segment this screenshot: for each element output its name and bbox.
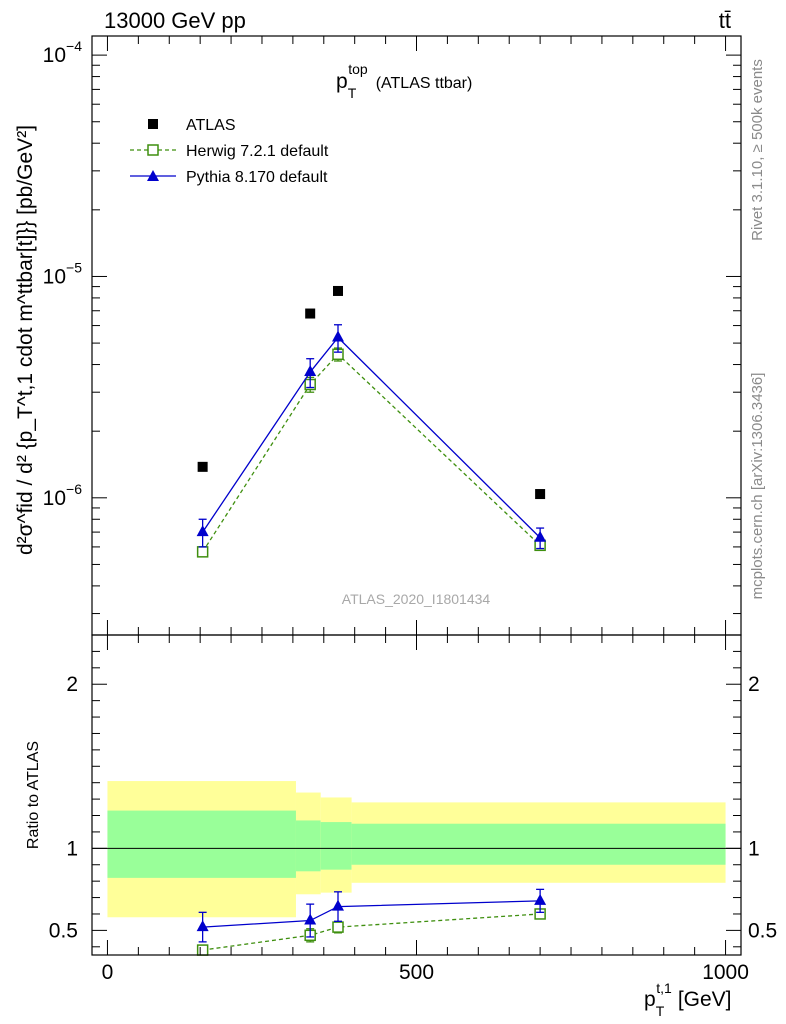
data-point-pythia [304,365,317,377]
legend-label-herwig: Herwig 7.2.1 default [186,143,329,160]
ratio-panel: 2 2 1 1 0.5 0.5 0 500 1000 Ratio to ATLAS pTt,1 [… [25,634,777,1019]
main-y-tick-label: 10−6 [43,481,83,510]
main-axis-ticks: 10−410−510−6 [43,36,741,635]
process-label: tt̄ [719,8,731,33]
uncertainty-band-inner [320,822,352,870]
ratio-y-tick-label-left: 1 [66,837,78,860]
ratio-y-tick-label-right: 0.5 [748,919,777,942]
ratio-y-tick-label-left: 2 [66,673,78,696]
ratio-y-tick-label-left: 0.5 [49,919,78,942]
analysis-watermark: ATLAS_2020_I1801434 [342,591,491,607]
x-tick-label: 0 [102,961,114,984]
energy-label: 13000 GeV pp [104,8,246,33]
ratio-axis-ticks: 2 2 1 1 0.5 0.5 0 500 1000 [49,635,777,984]
main-y-tick-label: 10−5 [43,259,83,288]
x-axis-title-sub: T [656,1003,665,1019]
x-tick-label: 500 [399,961,434,984]
uncertainty-band-inner [107,810,296,878]
series-line-2 [202,336,541,539]
rivet-label: Rivet 3.1.10, ≥ 500k events [749,59,766,241]
mcplots-label: mcplots.cern.ch [arXiv:1306.3436] [749,373,766,600]
x-axis-title-rest: [GeV] [678,988,732,1011]
main-y-tick-base: 10 [43,44,66,67]
legend-marker-atlas [148,119,158,129]
data-point-herwig [196,546,209,558]
main-title-p: p [336,70,348,93]
ratio-line-0 [202,913,541,951]
ratio-line-1 [202,900,541,928]
ratio-point-pythia [332,899,345,911]
main-title: pTtop (ATLAS ttbar) [336,61,472,101]
main-y-tick-exp: −6 [66,481,82,497]
main-title-sup: top [348,61,368,77]
data-point-atlas [333,285,344,296]
main-title-rest: (ATLAS ttbar) [376,75,473,92]
legend-marker-pythia [147,170,159,181]
ratio-y-tick-label-right: 2 [748,673,760,696]
x-axis-title-p: p [644,988,656,1011]
main-y-tick-exp: −4 [66,38,82,54]
uncertainty-band-inner [351,823,726,865]
main-y-axis-title: d²σ^fid / d² {p_T^t,1 cdot m^ttbar[t]}} … [14,125,37,555]
ratio-y-axis-title: Ratio to ATLAS [25,741,42,849]
x-axis-title-sup: t,1 [656,980,672,996]
main-title-sub: T [348,85,357,101]
main-y-tick-base: 10 [43,265,66,288]
ratio-bands [107,781,726,918]
main-y-tick-base: 10 [43,487,66,510]
series-line-1 [202,353,541,553]
ratio-point-pythia [534,893,547,905]
ratio-point-herwig [332,921,344,933]
x-axis-title: pTt,1 [GeV] [644,980,732,1019]
ratio-point-pythia [304,913,317,925]
ratio-point-pythia [196,920,209,932]
data-point-atlas [305,308,316,319]
legend-label-pythia: Pythia 8.170 default [186,169,328,186]
main-y-tick-exp: −5 [66,259,82,275]
ratio-y-tick-label-right: 1 [748,837,760,860]
data-point-pythia [196,525,209,537]
legend: ATLAS Herwig 7.2.1 default Pythia 8.170 … [130,117,329,186]
main-y-tick-label: 10−4 [43,38,83,67]
ratio-point-herwig [196,944,209,956]
legend-label-atlas: ATLAS [186,117,236,134]
uncertainty-band-inner [295,820,321,872]
ratio-series [196,888,547,956]
legend-marker-herwig [147,144,159,156]
main-panel: 10−410−510−6 pTtop(ATLAS ttbar) ATLAS He… [14,35,742,636]
data-point-atlas [197,461,208,472]
data-point-atlas [535,489,546,500]
x-tick-label: 1000 [702,961,749,984]
data-point-pythia [332,330,345,342]
data-point-pythia [534,530,547,542]
main-series [196,285,547,558]
